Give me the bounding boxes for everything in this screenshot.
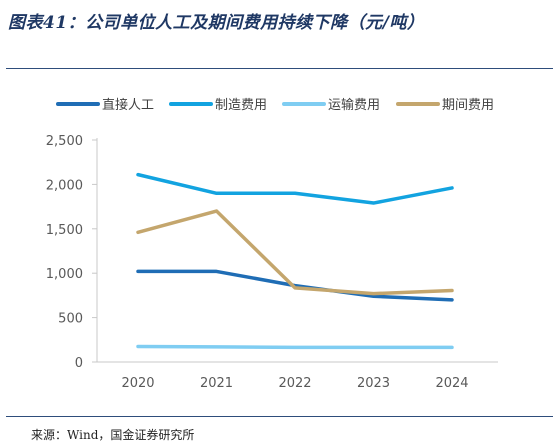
series-line-3 xyxy=(136,344,454,350)
y-tick-label: 500 xyxy=(58,312,83,327)
x-tick-label: 2022 xyxy=(278,376,311,391)
legend-label: 运输费用 xyxy=(328,97,380,113)
chart-legend: 直接人工 制造费用 运输费用 期间费用 xyxy=(56,97,494,113)
y-tick-label: 2,000 xyxy=(46,178,83,193)
y-tick-label: 0 xyxy=(75,356,83,371)
legend-label: 制造费用 xyxy=(215,98,267,113)
series-line-2 xyxy=(136,172,454,205)
plot-area xyxy=(136,172,454,350)
x-axis: 2020 2021 2022 2023 2024 xyxy=(97,361,498,391)
x-tick-label: 2023 xyxy=(357,376,390,391)
y-axis: 0 500 1,000 1,500 2,000 2,500 xyxy=(46,134,98,371)
legend-label: 期间费用 xyxy=(442,98,494,113)
x-tick-label: 2024 xyxy=(435,376,468,391)
source-note: 来源：Wind，国金证券研究所 xyxy=(31,428,195,442)
series-line-4 xyxy=(136,209,454,296)
figure-title: 图表41：公司单位人工及期间费用持续下降（元/吨） xyxy=(8,13,425,33)
y-tick-label: 2,500 xyxy=(46,134,83,149)
legend-label: 直接人工 xyxy=(102,97,154,113)
y-tick-label: 1,000 xyxy=(46,267,83,282)
y-tick-label: 1,500 xyxy=(46,223,83,238)
title-divider xyxy=(6,68,553,69)
x-tick-label: 2021 xyxy=(200,376,233,391)
footer-divider xyxy=(6,416,553,417)
x-tick-label: 2020 xyxy=(121,376,154,391)
